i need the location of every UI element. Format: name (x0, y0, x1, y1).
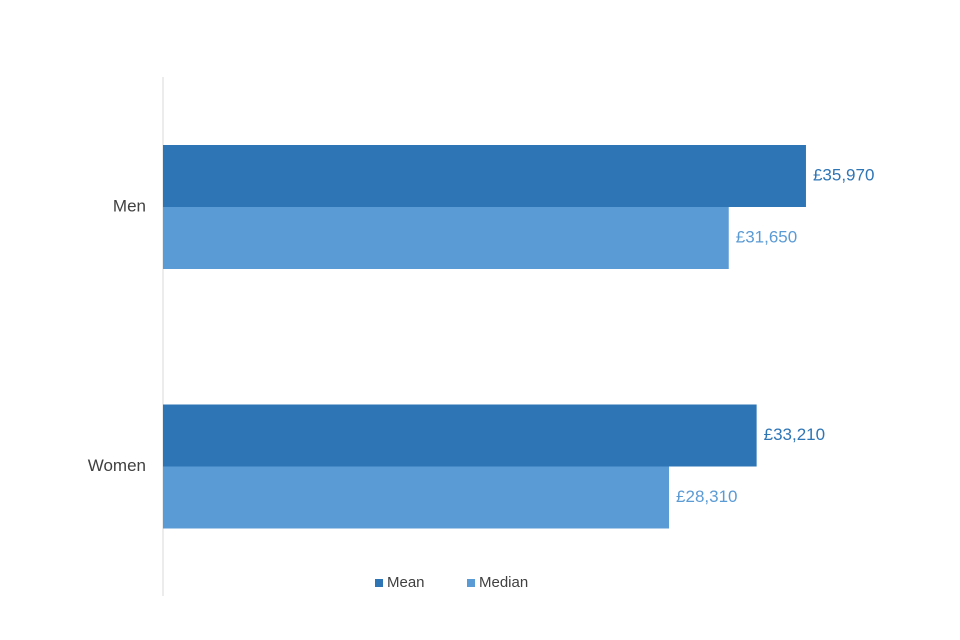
value-label: £28,310 (676, 487, 737, 506)
value-label: £35,970 (813, 165, 874, 184)
bar (163, 145, 806, 207)
y-tick-label: Women (88, 456, 146, 475)
value-label: £31,650 (736, 227, 797, 246)
y-tick-label: Men (113, 196, 146, 215)
legend-swatch (375, 579, 383, 587)
legend-label: Mean (387, 574, 425, 591)
bar (163, 207, 729, 269)
legend-swatch (467, 579, 475, 587)
value-label: £33,210 (764, 425, 825, 444)
legend-label: Median (479, 574, 528, 591)
bar (163, 466, 670, 529)
bar (163, 404, 757, 467)
